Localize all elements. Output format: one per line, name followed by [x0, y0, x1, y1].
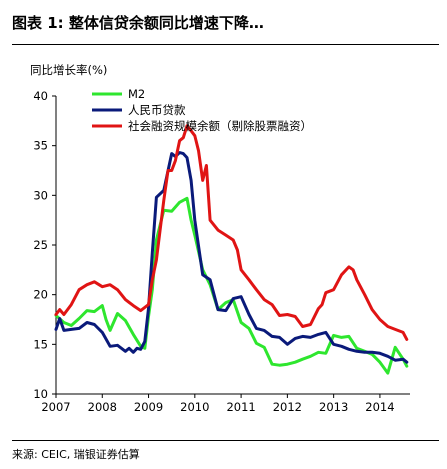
x-tick-label: 2008: [88, 400, 117, 414]
y-tick-label: 40: [33, 89, 48, 103]
x-tick-label: 2007: [41, 400, 70, 414]
y-tick-label: 15: [33, 337, 48, 351]
title-divider: [12, 44, 439, 45]
legend-label: 社会融资规模余额（剔除股票融资）: [128, 119, 312, 133]
line-chart: 同比增长率(%) 10 15 20 25 30 35 40 2007 2008 2009 2010 2…: [30, 63, 410, 414]
x-tick-label: 2014: [365, 400, 394, 414]
y-tick-label: 25: [33, 238, 48, 252]
x-tick-label: 2012: [273, 400, 302, 414]
legend-label: 人民币贷款: [128, 103, 186, 117]
series-line-1: [54, 151, 409, 364]
y-tick-label: 35: [33, 139, 48, 153]
series-line-2: [54, 124, 409, 341]
legend-label: M2: [128, 87, 145, 101]
y-axis-label: 同比增长率(%): [30, 63, 107, 77]
x-tick-label: 2013: [319, 400, 348, 414]
x-tick-label: 2011: [226, 400, 255, 414]
figure-title: 图表 1: 整体信贷余额同比增速下降…: [12, 14, 264, 32]
source-note: 来源: CEIC, 瑞银证券估算: [12, 448, 140, 461]
y-tick-label: 20: [33, 288, 48, 302]
y-tick-label: 30: [33, 188, 48, 202]
x-tick-label: 2010: [180, 400, 209, 414]
axes: 10 15 20 25 30 35 40 2007 2008 2009 2010 2011 2012 20…: [33, 89, 410, 414]
series-layer: [54, 124, 409, 375]
source-divider: [12, 440, 439, 441]
x-tick-label: 2009: [134, 400, 163, 414]
y-tick-label: 10: [33, 387, 48, 401]
